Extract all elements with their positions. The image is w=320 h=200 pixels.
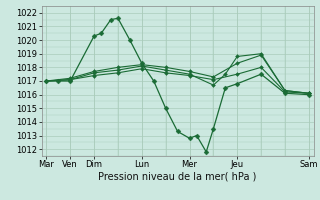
X-axis label: Pression niveau de la mer( hPa ): Pression niveau de la mer( hPa ) bbox=[99, 172, 257, 182]
